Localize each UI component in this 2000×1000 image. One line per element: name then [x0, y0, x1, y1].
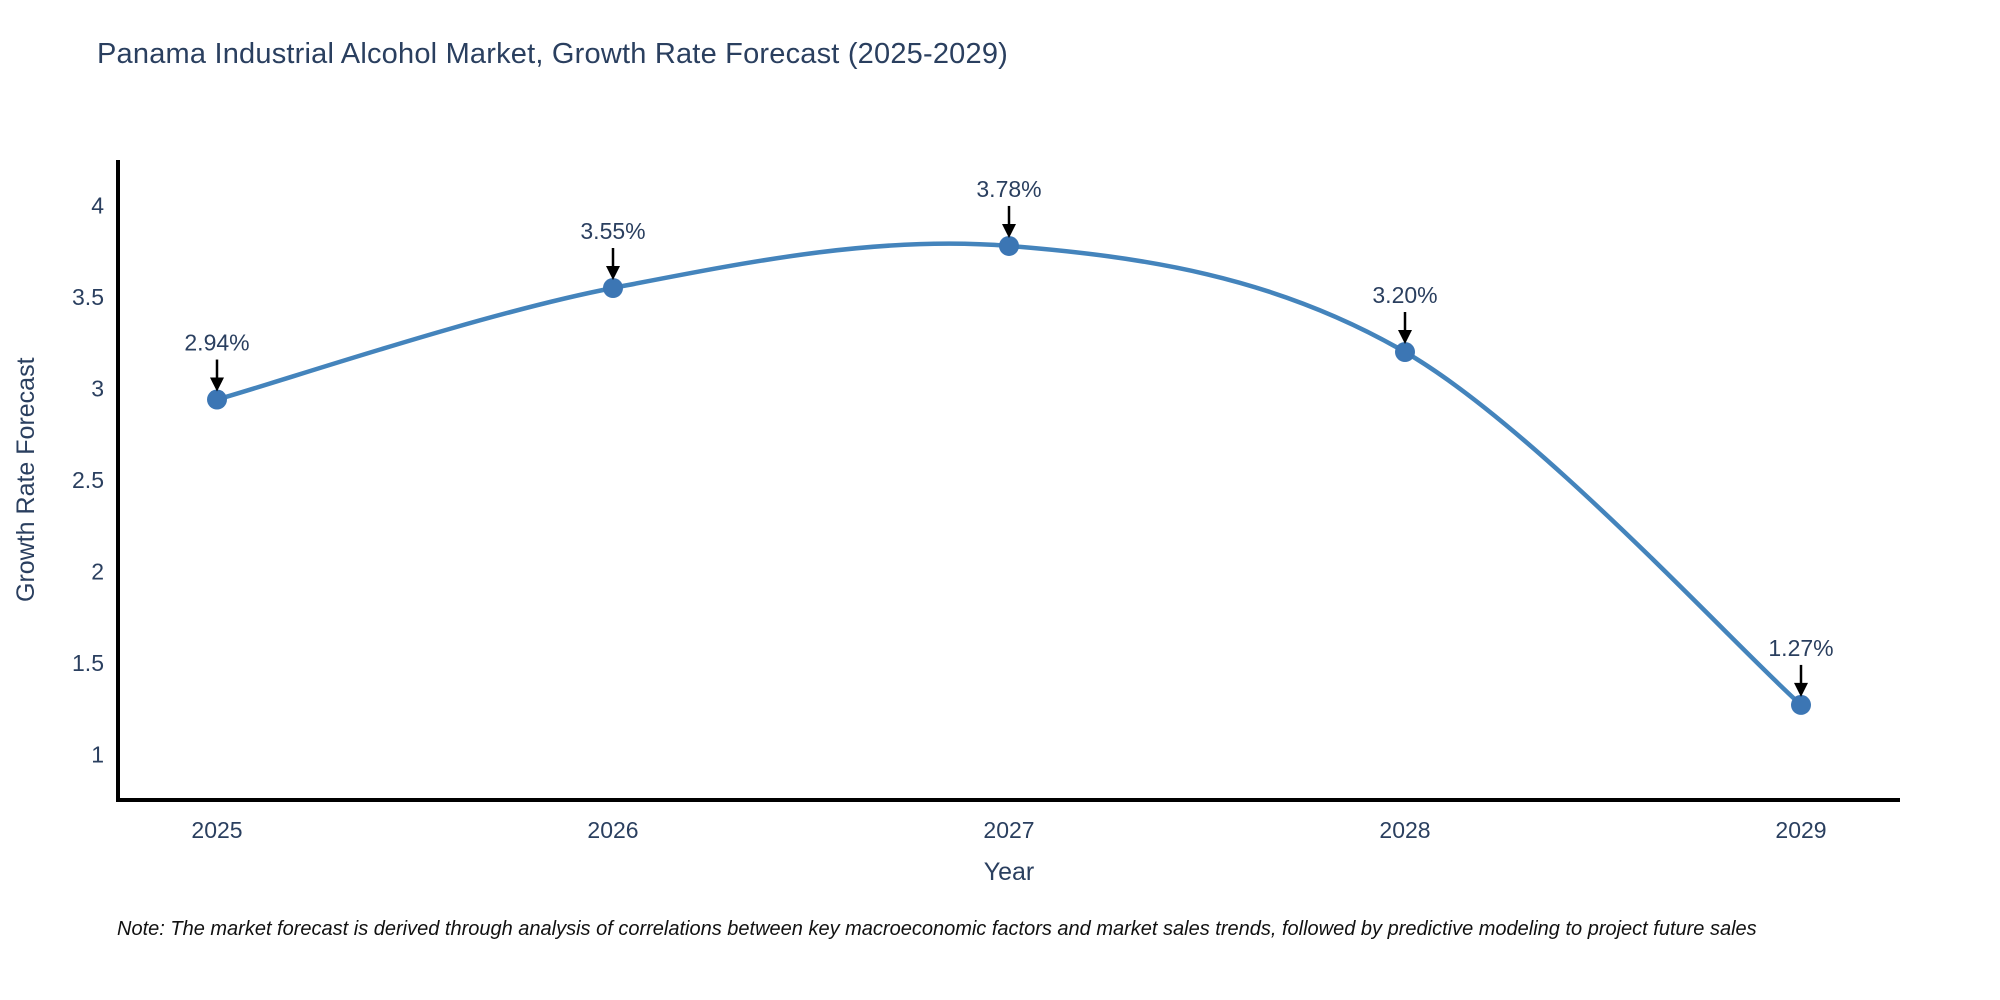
x-tick-label: 2028	[1379, 817, 1430, 843]
x-tick-label: 2025	[191, 817, 242, 843]
chart-title: Panama Industrial Alcohol Market, Growth…	[97, 38, 1009, 70]
annotation-arrowhead	[210, 377, 224, 392]
data-point-marker[interactable]	[1395, 342, 1415, 362]
annotation-arrowhead	[1794, 682, 1808, 697]
point-annotation-label: 1.27%	[1768, 635, 1833, 661]
x-tick-label: 2027	[983, 817, 1034, 843]
y-axis-title: Growth Rate Forecast	[12, 357, 40, 603]
x-tick-label: 2029	[1775, 817, 1826, 843]
point-annotation-label: 3.55%	[580, 218, 645, 244]
series-line	[214, 241, 1804, 708]
x-tick-label: 2026	[587, 817, 638, 843]
data-point-marker[interactable]	[999, 235, 1019, 256]
chart-note: Note: The market forecast is derived thr…	[117, 918, 1757, 940]
data-point-marker[interactable]	[603, 278, 623, 298]
y-tick-label: 3	[91, 376, 104, 402]
y-tick-label: 1	[91, 741, 104, 767]
y-tick-label: 3.5	[72, 284, 104, 310]
y-tick-label: 4	[91, 193, 104, 219]
data-point-marker[interactable]	[207, 389, 227, 410]
y-tick-label: 2	[91, 558, 104, 584]
point-annotation-label: 3.20%	[1372, 282, 1437, 308]
x-axis-title: Year	[983, 858, 1035, 886]
y-tick-label: 2.5	[72, 467, 104, 493]
point-annotation-label: 2.94%	[184, 330, 249, 356]
point-annotation-label: 3.78%	[976, 176, 1041, 202]
annotation-arrowhead	[606, 266, 620, 280]
annotation-arrowhead	[1002, 223, 1016, 238]
data-point-marker[interactable]	[1791, 694, 1811, 715]
annotation-arrowhead	[1398, 330, 1412, 344]
y-tick-label: 1.5	[72, 650, 104, 676]
